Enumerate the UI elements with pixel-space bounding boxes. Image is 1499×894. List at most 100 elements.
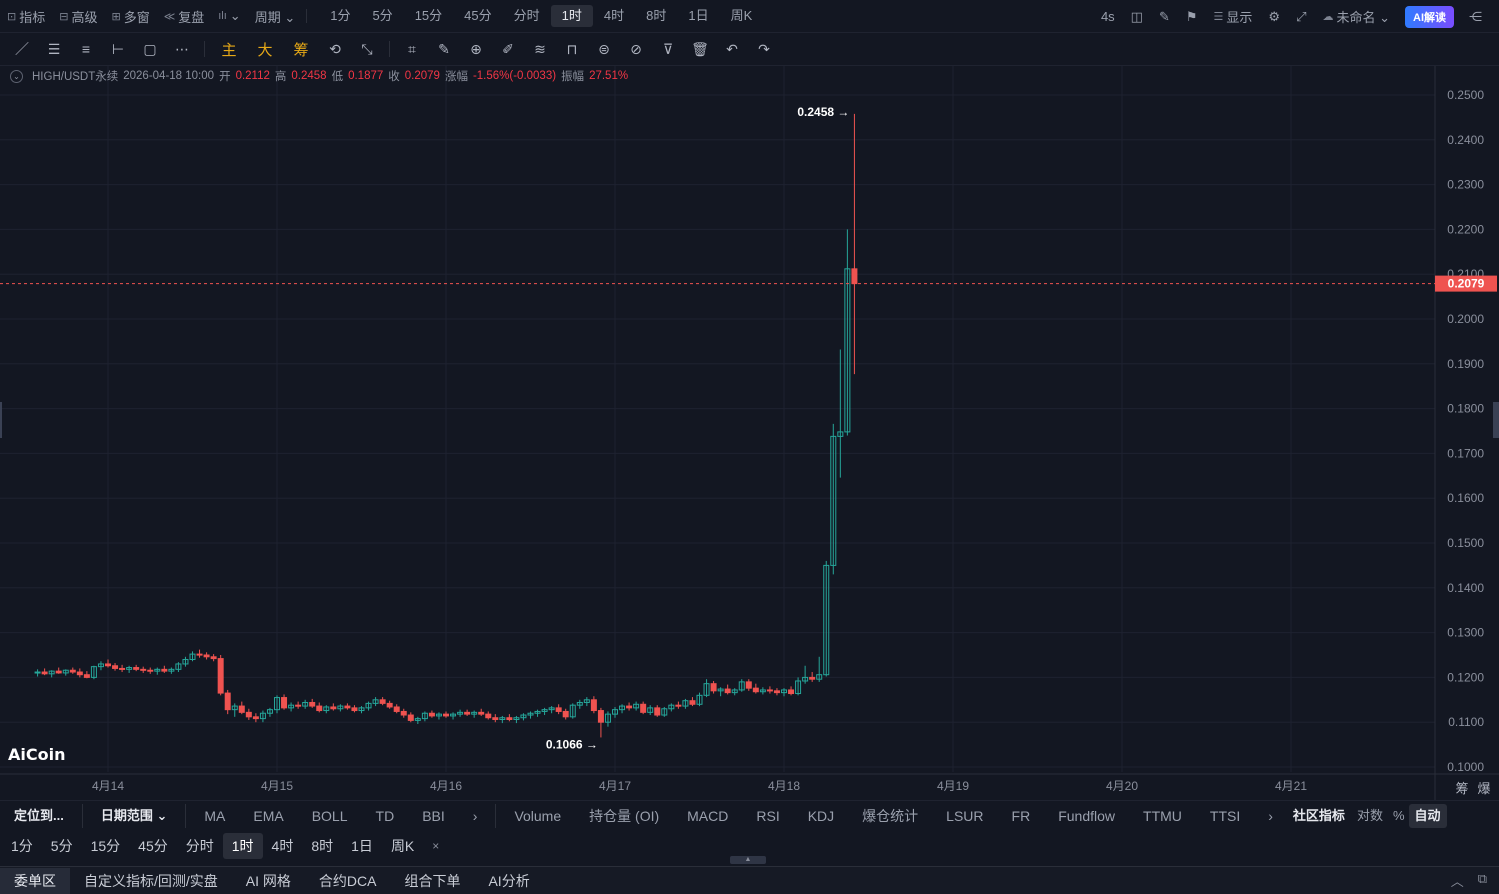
candle-body[interactable] (351, 707, 358, 712)
date-range-button[interactable]: 日期范围 ⌄ (100, 808, 168, 823)
period-tab-0[interactable]: 1分 (330, 8, 351, 23)
community-indicator-button[interactable]: 社区指标 (1292, 808, 1345, 823)
candle-body[interactable] (90, 666, 97, 678)
candle-body[interactable] (703, 683, 710, 696)
candle-body[interactable] (281, 697, 288, 709)
sub-indicator-6[interactable]: LSUR (946, 808, 984, 824)
share-icon[interactable]: ⋲ (1469, 8, 1482, 24)
candle-body[interactable] (189, 653, 196, 660)
more-indicators-icon[interactable]: › (472, 808, 478, 824)
panel-tab-0[interactable]: 委单区 (0, 867, 70, 894)
bottom-period-4[interactable]: 分时 (185, 837, 214, 854)
candle-body[interactable] (499, 717, 506, 721)
candle-body[interactable] (647, 707, 654, 713)
candle-body[interactable] (583, 699, 590, 703)
candle-body[interactable] (393, 706, 400, 712)
draw-tool-2[interactable]: ≡ (81, 41, 91, 57)
main-indicator-boll[interactable]: BOLL (311, 808, 348, 824)
main-indicator-ema[interactable]: EMA (253, 808, 284, 824)
sub-indicator-3[interactable]: RSI (756, 808, 780, 824)
candle-body[interactable] (633, 703, 640, 709)
candle-body[interactable] (421, 712, 428, 720)
candle-body[interactable] (485, 713, 492, 719)
candle-body[interactable] (668, 704, 675, 710)
draw-tool-4[interactable]: ▢ (143, 40, 157, 57)
sub-indicator-9[interactable]: TTMU (1143, 808, 1182, 824)
candle-body[interactable] (457, 711, 464, 715)
panel-tab-1[interactable]: 自定义指标/回测/实盘 (84, 872, 218, 889)
draw-tool-11[interactable]: ⌗ (408, 40, 416, 57)
candle-body[interactable] (309, 701, 316, 707)
candle-body[interactable] (809, 676, 816, 680)
candle-body[interactable] (302, 701, 309, 707)
candle-body[interactable] (147, 669, 154, 672)
period-tab-1[interactable]: 5分 (372, 8, 393, 23)
candle-body[interactable] (407, 714, 414, 721)
draw-tool-17[interactable]: ⊜ (598, 40, 610, 57)
candle-body[interactable] (358, 707, 365, 712)
candle-body[interactable] (154, 668, 161, 672)
panel-tab-2[interactable]: AI 网格 (245, 872, 291, 889)
ai-interpret-button[interactable]: AI解读 (1405, 5, 1454, 28)
popout-icon[interactable]: ⧉ (1477, 871, 1487, 886)
candle-body[interactable] (126, 667, 133, 670)
panel-tab-5[interactable]: AI分析 (488, 872, 530, 889)
candle-body[interactable] (569, 704, 576, 718)
candle-body[interactable] (534, 710, 541, 714)
main-indicator-bbi[interactable]: BBI (422, 808, 445, 824)
main-indicator-ma[interactable]: MA (204, 808, 226, 824)
sub-indicator-5[interactable]: 爆仓统计 (862, 808, 919, 824)
candle-body[interactable] (788, 689, 795, 695)
candle-body[interactable] (492, 717, 499, 721)
candle-body[interactable] (203, 654, 210, 658)
axis-tool-0[interactable]: 筹 (1455, 781, 1468, 797)
topbar-tool-3[interactable]: ≪ 复盘 (157, 5, 212, 27)
topbar-tool-4[interactable]: ılı ⌄ (211, 5, 247, 27)
flag-icon[interactable]: ⚑ (1185, 8, 1198, 24)
settings-icon[interactable]: ⚙ (1268, 8, 1281, 24)
candle-body[interactable] (738, 681, 745, 691)
candle-body[interactable] (626, 705, 633, 709)
candle-body[interactable] (766, 689, 773, 692)
candle-body[interactable] (62, 669, 69, 674)
panel-tab-3[interactable]: 合约DCA (318, 872, 377, 889)
axis-tool-1[interactable]: 爆 (1477, 782, 1490, 797)
topbar-tool-5[interactable]: 周期 ⌄ (248, 5, 303, 27)
candle-body[interactable] (365, 702, 372, 709)
candle-body[interactable] (576, 701, 583, 706)
candle-body[interactable] (717, 688, 724, 692)
candle-body[interactable] (414, 718, 421, 721)
draw-tool-1[interactable]: ☰ (47, 40, 61, 57)
candle-body[interactable] (400, 710, 407, 716)
right-edge-handle[interactable] (1493, 402, 1499, 438)
candle-body[interactable] (428, 712, 435, 717)
candle-body[interactable] (175, 663, 182, 670)
candle-body[interactable] (724, 688, 731, 694)
draw-tool-16[interactable]: ⊓ (566, 40, 578, 57)
candle-body[interactable] (795, 680, 802, 695)
period-tab-9[interactable]: 周K (730, 8, 753, 23)
bottom-period-0[interactable]: 1分 (11, 837, 33, 854)
candle-body[interactable] (83, 674, 90, 678)
candle-body[interactable] (759, 689, 766, 693)
draw-tool-6[interactable]: 主 (221, 41, 237, 59)
candle-body[interactable] (330, 706, 337, 710)
period-tab-3[interactable]: 45分 (464, 8, 492, 23)
topbar-tool-2[interactable]: ⊞ 多窗 (104, 5, 156, 27)
candle-body[interactable] (112, 665, 119, 669)
candle-body[interactable] (478, 711, 485, 715)
candle-body[interactable] (105, 663, 111, 667)
sub-indicator-10[interactable]: TTSI (1209, 808, 1241, 824)
candle-body[interactable] (640, 703, 647, 713)
candle-body[interactable] (541, 709, 548, 712)
candle-body[interactable] (259, 712, 266, 720)
candle-body[interactable] (55, 670, 62, 674)
candle-body[interactable] (274, 697, 280, 711)
candle-body[interactable] (76, 671, 83, 676)
left-edge-handle[interactable] (0, 402, 2, 438)
draw-tool-0[interactable]: ／ (15, 41, 29, 57)
candle-body[interactable] (682, 700, 689, 707)
candle-body[interactable] (231, 705, 238, 711)
candle-body[interactable] (168, 668, 175, 672)
candle-body[interactable] (471, 711, 478, 715)
